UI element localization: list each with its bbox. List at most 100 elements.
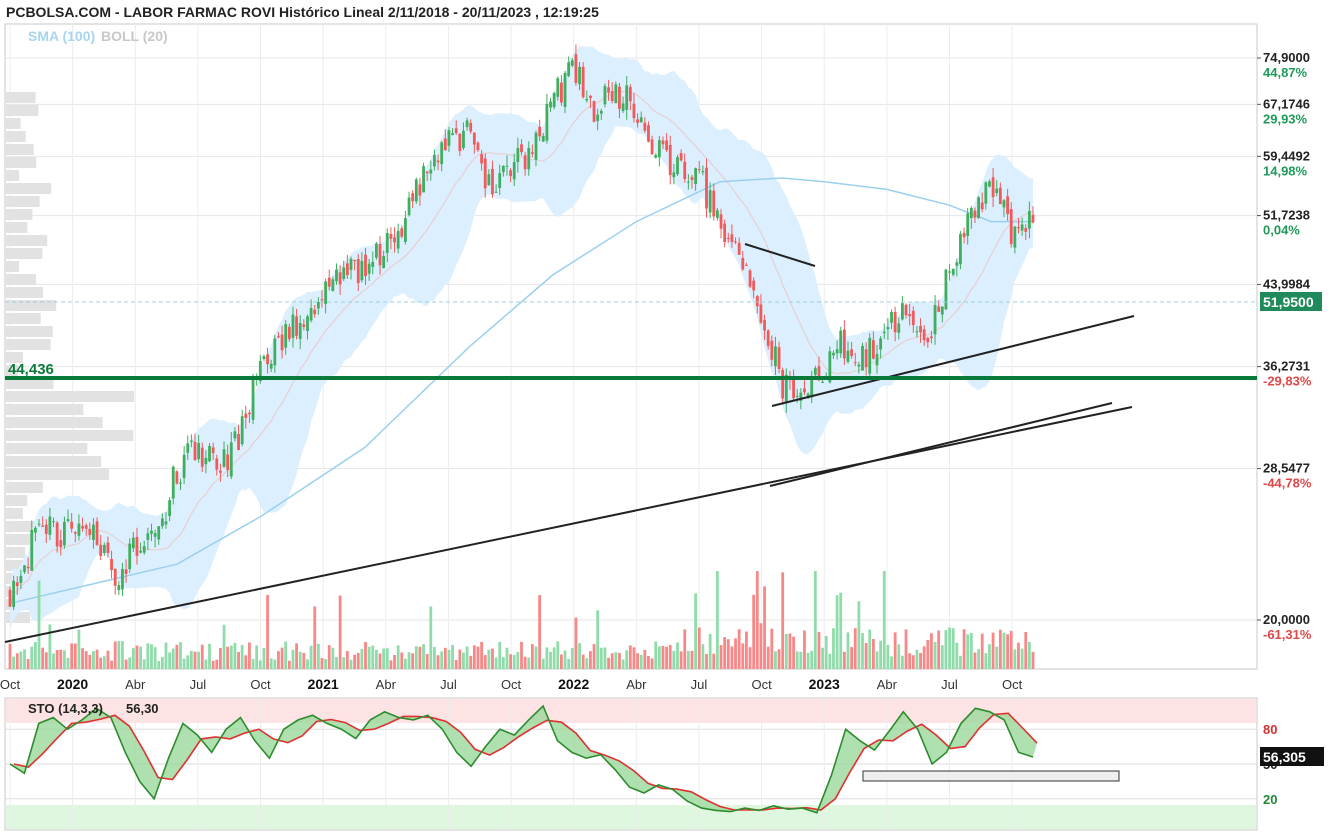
volume-bar xyxy=(33,642,37,669)
volume-bar xyxy=(574,617,578,669)
volume-profile-bar xyxy=(6,300,57,311)
volume-bar xyxy=(930,633,933,669)
candle-body xyxy=(157,526,161,540)
volume-bar xyxy=(962,629,966,669)
volume-bar xyxy=(433,647,436,669)
volume-profile-bar xyxy=(6,495,28,506)
volume-bar xyxy=(255,645,259,669)
volume-bar xyxy=(512,654,516,669)
volume-bar xyxy=(1027,642,1031,669)
volume-bar xyxy=(984,653,988,669)
candle-body xyxy=(142,546,146,553)
volume-bar xyxy=(846,632,850,669)
volume-bar xyxy=(694,593,698,669)
volume-bar xyxy=(726,639,730,669)
volume-bar xyxy=(400,652,404,669)
candle-body xyxy=(404,218,407,242)
candle-body xyxy=(454,128,458,134)
candle-body xyxy=(719,214,723,229)
candle-body xyxy=(106,542,110,554)
candle-body xyxy=(745,264,748,266)
volume-bar xyxy=(418,646,422,669)
volume-bar xyxy=(897,644,901,669)
y-tick-value: 28,5477 xyxy=(1263,461,1310,476)
candle-body xyxy=(1020,224,1024,231)
volume-bar xyxy=(309,645,313,669)
volume-bar xyxy=(15,653,19,669)
volume-bar xyxy=(603,647,607,669)
candle-body xyxy=(897,323,901,333)
candle-body xyxy=(327,277,331,287)
volume-bar xyxy=(940,645,944,669)
y-tick-pct: 14,98% xyxy=(1263,163,1308,178)
candle-body xyxy=(538,126,542,137)
volume-bar xyxy=(393,654,396,669)
candle-body xyxy=(657,140,661,158)
candle-body xyxy=(661,140,665,145)
trendline-upper-channel xyxy=(771,315,1135,407)
volume-bar xyxy=(520,641,523,669)
volume-bar xyxy=(879,640,883,669)
volume-bar xyxy=(763,586,766,669)
volume-bar xyxy=(298,651,302,669)
volume-bar xyxy=(313,606,317,669)
volume-bar xyxy=(124,659,128,669)
volume-bar xyxy=(509,654,513,669)
volume-bar xyxy=(781,572,785,669)
volume-bar xyxy=(1017,642,1020,669)
candle-body xyxy=(382,256,386,269)
volume-profile-bar xyxy=(6,287,44,298)
volume-bar xyxy=(937,630,941,669)
volume-bar xyxy=(429,606,433,669)
volume-bar xyxy=(864,643,868,669)
volume-bar xyxy=(1002,632,1006,669)
candle-body xyxy=(509,170,513,177)
candle-body xyxy=(973,210,977,218)
candle-body xyxy=(211,447,215,454)
candle-body xyxy=(26,566,30,569)
candle-body xyxy=(715,210,719,218)
candle-body xyxy=(857,364,861,367)
candle-body xyxy=(84,525,88,529)
candle-body xyxy=(378,244,382,266)
candle-body xyxy=(904,304,908,316)
sto-gridlines xyxy=(5,698,1257,830)
candle-body xyxy=(697,169,701,171)
candle-body xyxy=(113,568,117,586)
volume-bar xyxy=(135,645,139,669)
volume-bar xyxy=(491,648,494,669)
volume-bar xyxy=(269,658,273,669)
volume-bar xyxy=(723,637,727,669)
candle-body xyxy=(284,324,288,348)
candle-body xyxy=(411,193,415,202)
candle-body xyxy=(712,190,716,217)
x-tick-label: 2022 xyxy=(558,676,589,692)
volume-bar xyxy=(686,650,690,669)
volume-bar xyxy=(911,655,915,669)
volume-bar xyxy=(131,648,135,669)
candle-body xyxy=(367,263,371,274)
candle-body xyxy=(102,544,106,553)
volume-bar xyxy=(66,657,70,669)
candle-body xyxy=(208,446,211,462)
y-tick-value: 36,2731 xyxy=(1263,359,1310,374)
candle-body xyxy=(901,303,904,320)
volume-bar xyxy=(530,644,534,669)
volume-bar xyxy=(458,649,462,669)
support-line-label: 44,436 xyxy=(8,361,54,378)
candle-body xyxy=(266,354,269,365)
volume-bar xyxy=(922,646,926,669)
candle-body xyxy=(828,351,832,383)
candle-body xyxy=(429,169,433,174)
volume-bar xyxy=(189,650,193,669)
volume-bar xyxy=(839,592,843,669)
volume-bar xyxy=(578,643,581,669)
volume-bar xyxy=(443,647,447,669)
volume-bar xyxy=(955,642,959,669)
candle-body xyxy=(494,191,498,193)
candle-body xyxy=(933,305,937,335)
x-tick-label: Abr xyxy=(877,677,898,692)
candle-body xyxy=(610,91,614,102)
volume-bar xyxy=(690,650,694,669)
